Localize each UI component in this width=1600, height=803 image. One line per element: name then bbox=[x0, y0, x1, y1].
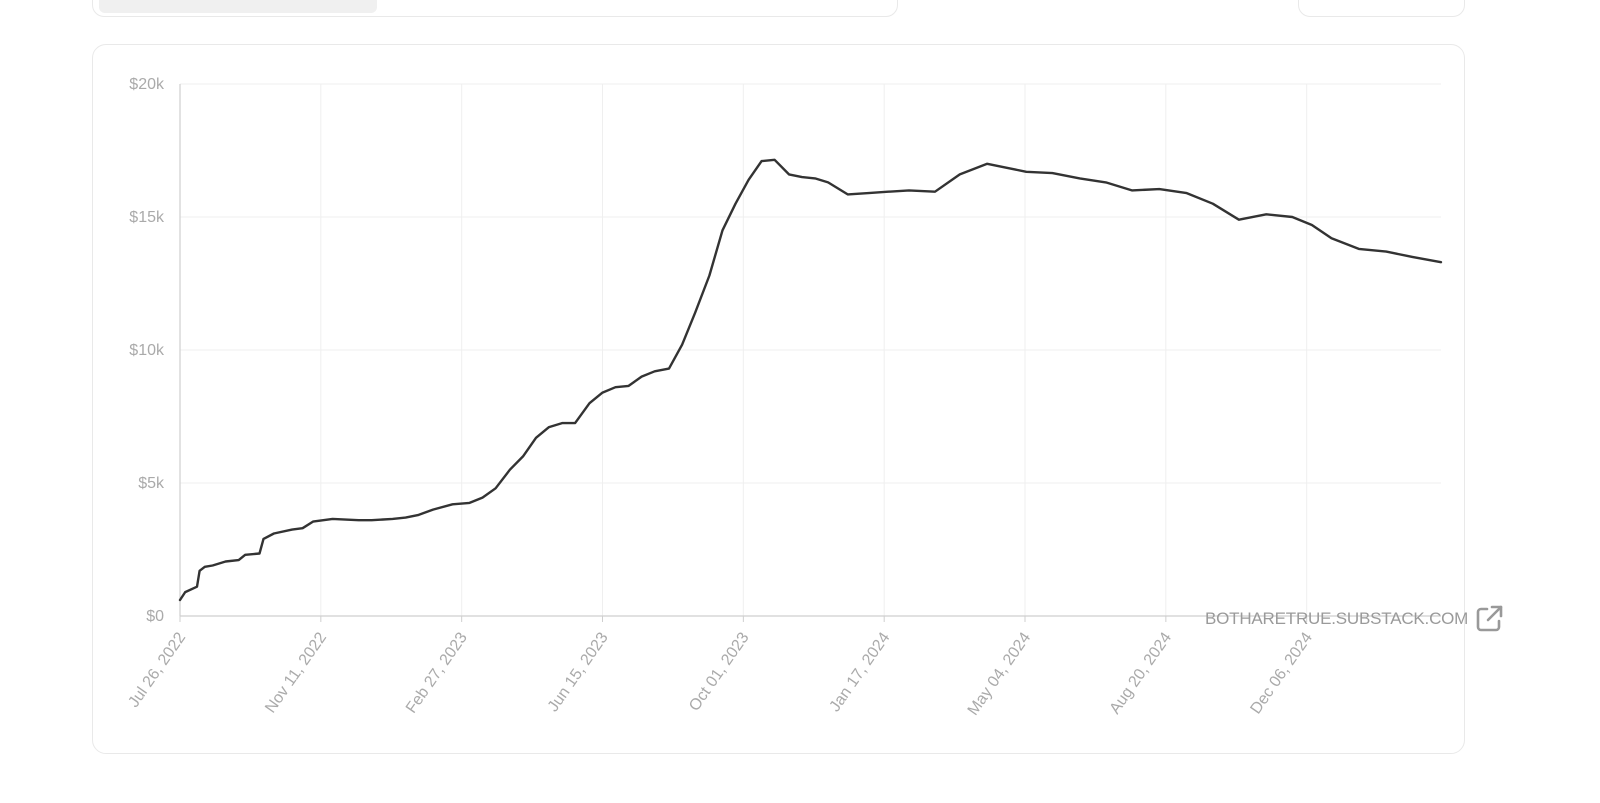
x-tick-label: Jan 17, 2024 bbox=[826, 629, 893, 715]
x-tick-label: Jun 15, 2023 bbox=[545, 629, 612, 715]
chart-series bbox=[178, 158, 1443, 602]
source-link-label: BOTHARETRUE.SUBSTACK.COM bbox=[1205, 609, 1469, 628]
x-tick-label: Aug 20, 2024 bbox=[1107, 629, 1176, 717]
y-tick-label: $15k bbox=[129, 209, 165, 226]
y-tick-label: $20k bbox=[129, 76, 165, 93]
x-tick-label: Nov 11, 2022 bbox=[262, 629, 330, 716]
external-link-icon bbox=[1474, 604, 1504, 634]
top-panel-card bbox=[92, 0, 898, 17]
chart-tick-labels: $0 $5k $10k $15k $20k Jul 26, 2022 Nov 11, 202… bbox=[125, 76, 1316, 719]
x-tick-label: Feb 27, 2023 bbox=[403, 629, 471, 716]
y-tick-label: $10k bbox=[129, 342, 165, 359]
series-line bbox=[178, 158, 1443, 602]
x-tick-label: Oct 01, 2023 bbox=[686, 629, 753, 714]
chart-card: $0 $5k $10k $15k $20k Jul 26, 2022 Nov 11, 202… bbox=[92, 44, 1503, 754]
top-panel-side-card bbox=[1298, 0, 1465, 17]
x-tick-label: Dec 06, 2024 bbox=[1247, 629, 1316, 717]
chart-axes bbox=[179, 84, 1441, 622]
y-tick-label: $0 bbox=[146, 608, 164, 625]
line-chart: $0 $5k $10k $15k $20k Jul 26, 2022 Nov 11, 202… bbox=[125, 76, 1443, 719]
top-panel-placeholder bbox=[99, 0, 377, 13]
chart-grid bbox=[180, 83, 1441, 616]
y-tick-label: $5k bbox=[138, 475, 165, 492]
source-link[interactable]: BOTHARETRUE.SUBSTACK.COM bbox=[1205, 603, 1504, 635]
x-tick-label: Jul 26, 2022 bbox=[125, 629, 189, 710]
x-tick-label: May 04, 2024 bbox=[965, 629, 1035, 718]
